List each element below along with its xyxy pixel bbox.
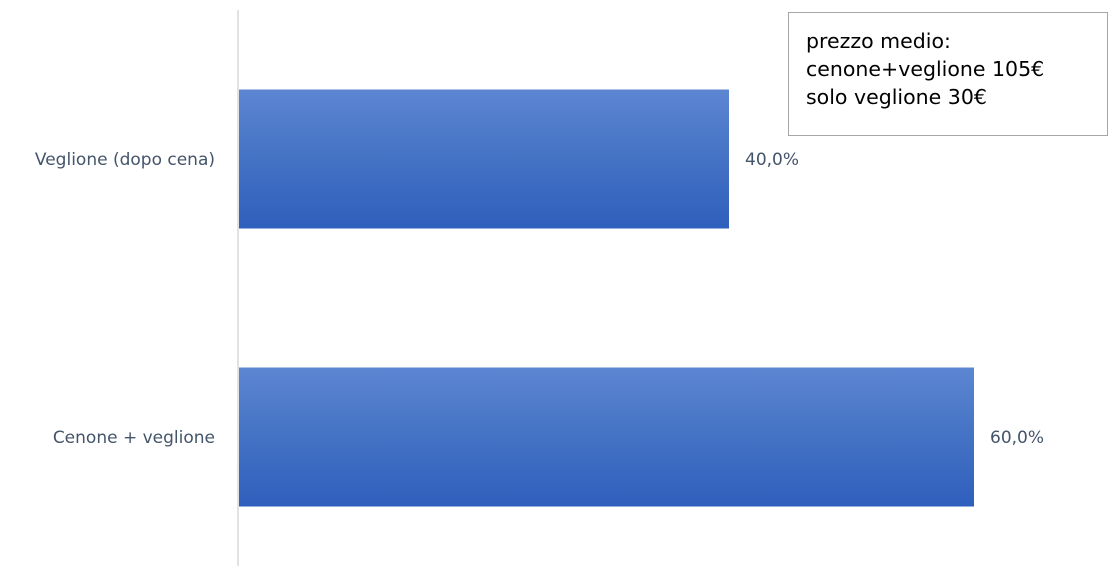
data-label: 60,0%: [990, 428, 1044, 448]
note-line-2: cenone+veglione 105€: [806, 57, 1045, 81]
data-label: 40,0%: [745, 150, 799, 170]
bar-1: [239, 89, 729, 229]
category-label: Veglione (dopo cena): [35, 150, 215, 170]
category-label: Cenone + veglione: [53, 428, 215, 448]
bars-layer: [239, 89, 974, 507]
note-line-1: prezzo medio:: [806, 29, 951, 53]
labels-layer: Veglione (dopo cena) 40,0% Cenone + veglio…: [35, 150, 1044, 448]
price-note-box: prezzo medio: cenone+veglione 105€ solo …: [788, 12, 1108, 136]
bar-2: [239, 367, 974, 507]
note-line-3: solo veglione 30€: [806, 85, 987, 109]
